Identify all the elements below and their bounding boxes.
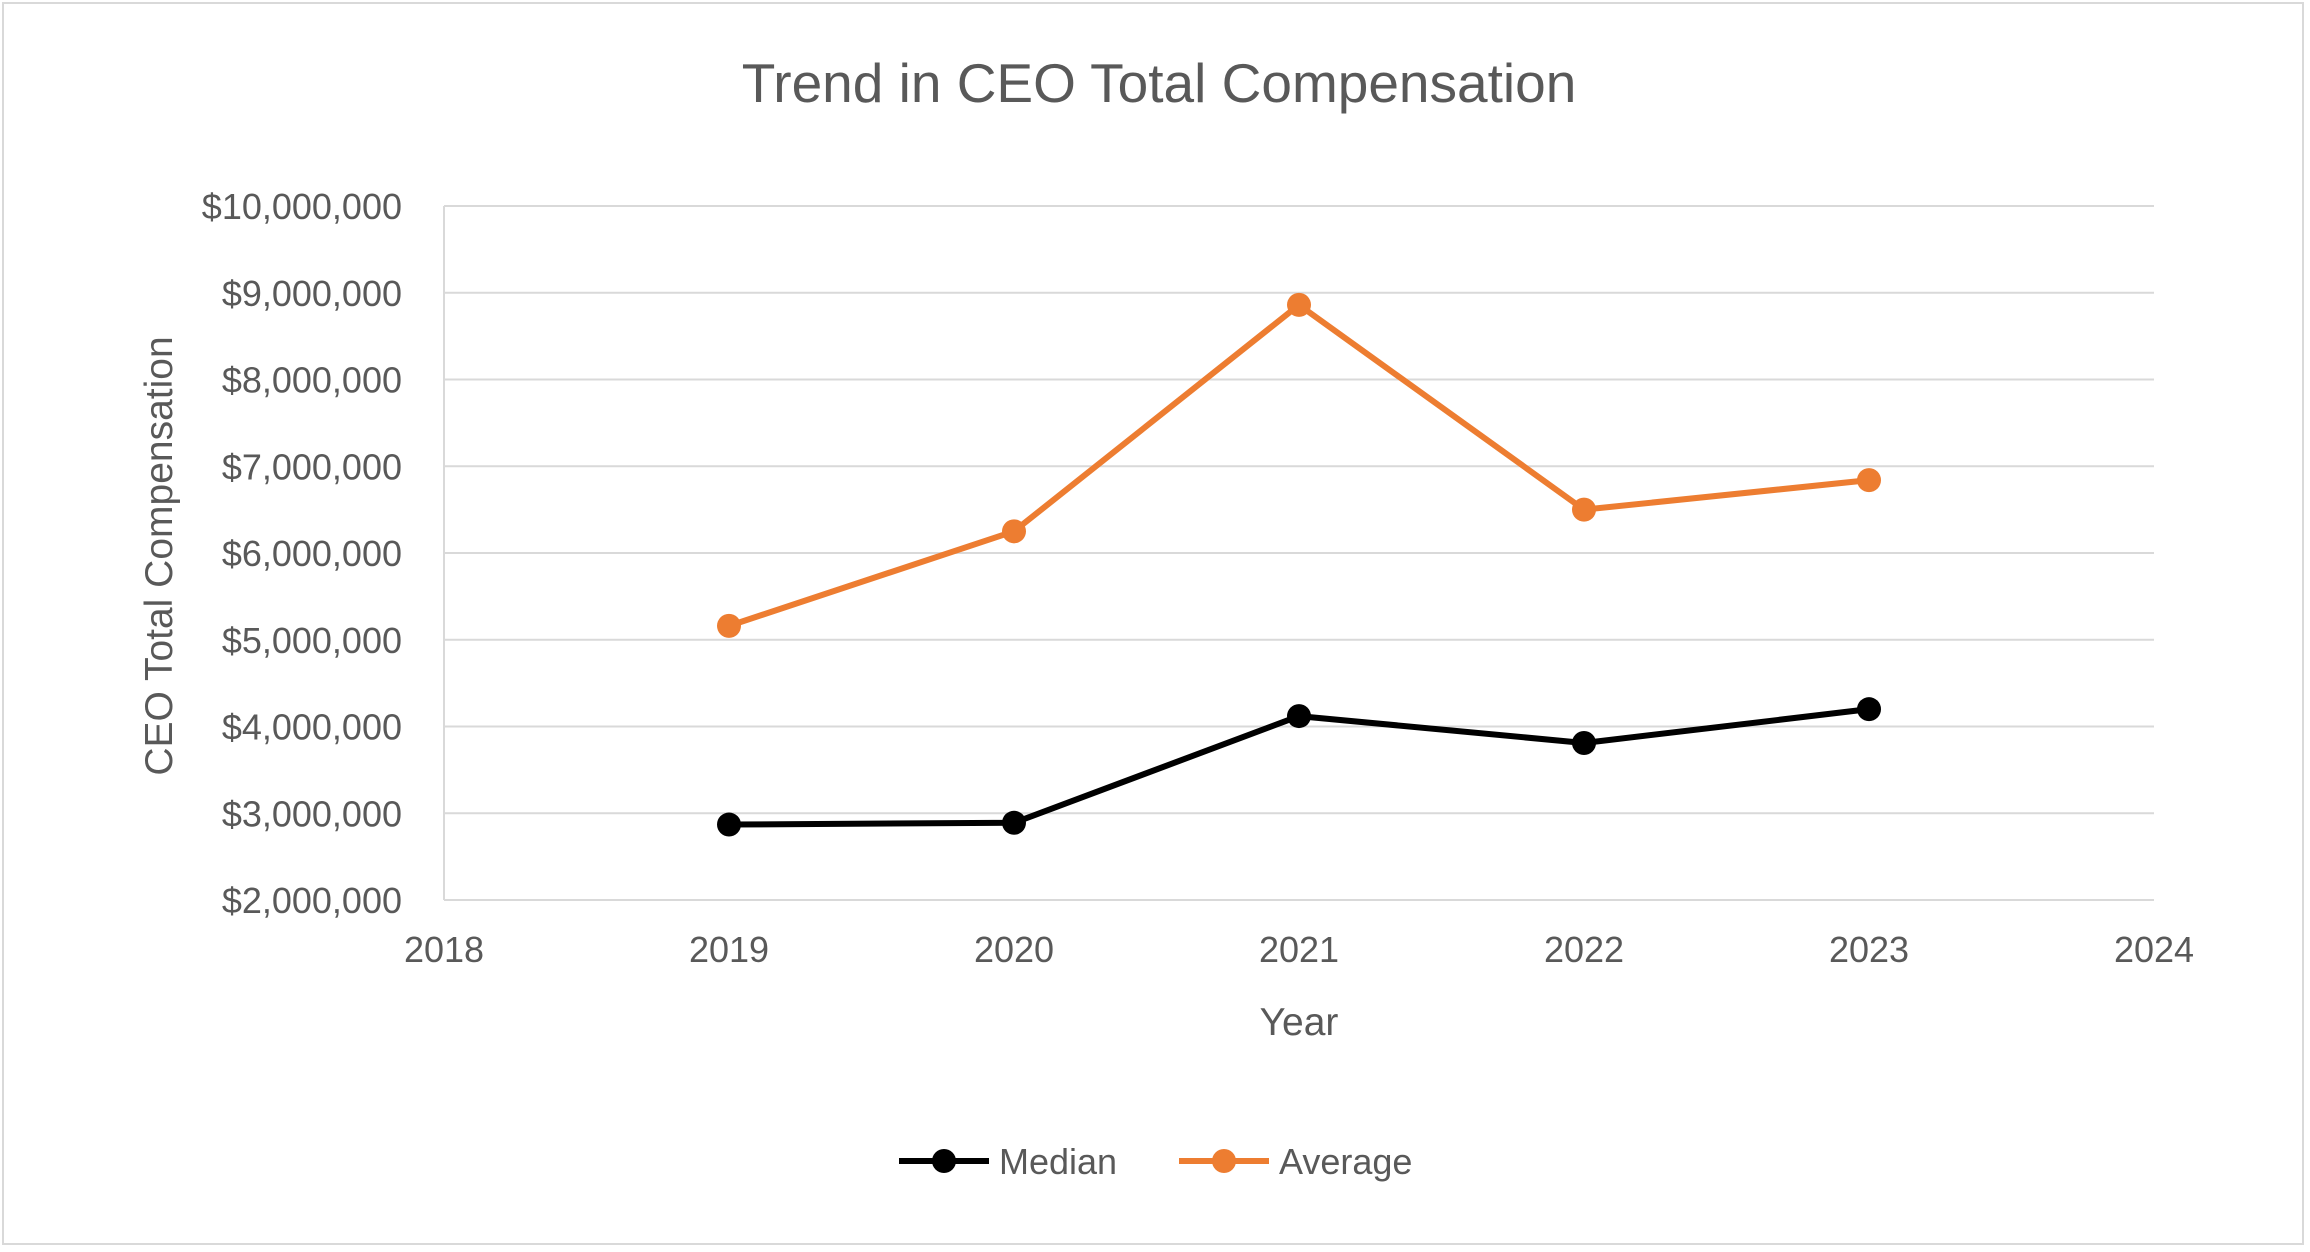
- x-tick-label: 2019: [689, 929, 769, 970]
- data-point-average: [1857, 468, 1881, 493]
- y-axis-label: CEO Total Compensation: [138, 336, 181, 775]
- y-tick-label: $9,000,000: [222, 273, 402, 314]
- series-layer: [717, 292, 1881, 837]
- legend-marker-median: [932, 1149, 956, 1173]
- data-point-median: [1287, 704, 1311, 729]
- data-point-median: [1857, 697, 1881, 722]
- y-tick-label: $8,000,000: [222, 360, 402, 401]
- y-tick-label: $3,000,000: [222, 793, 402, 834]
- y-tick-label: $5,000,000: [222, 620, 402, 661]
- x-tick-label: 2022: [1544, 929, 1624, 970]
- x-tick-label: 2018: [404, 929, 484, 970]
- y-tick-label: $10,000,000: [202, 186, 402, 227]
- data-point-average: [1002, 519, 1026, 544]
- y-tick-label: $4,000,000: [222, 707, 402, 748]
- legend-label-median: Median: [999, 1141, 1117, 1182]
- x-tick-label: 2023: [1829, 929, 1909, 970]
- data-point-median: [1572, 730, 1596, 755]
- legend: Median Average: [899, 1141, 1412, 1182]
- data-point-average: [717, 613, 741, 638]
- x-tick-label: 2021: [1259, 929, 1339, 970]
- x-axis-ticks: 2018 2019 2020 2021 2022 2023 2024: [404, 929, 2194, 970]
- data-point-median: [1002, 810, 1026, 835]
- y-tick-label: $6,000,000: [222, 533, 402, 574]
- legend-label-average: Average: [1279, 1141, 1412, 1182]
- chart-title: Trend in CEO Total Compensation: [742, 52, 1577, 114]
- x-tick-label: 2024: [2114, 929, 2194, 970]
- legend-marker-average: [1212, 1149, 1236, 1173]
- x-tick-label: 2020: [974, 929, 1054, 970]
- y-tick-label: $7,000,000: [222, 446, 402, 487]
- y-tick-label: $2,000,000: [222, 880, 402, 921]
- line-chart: Trend in CEO Total Compensation $2,000,0…: [138, 52, 2194, 1182]
- y-axis-ticks: $2,000,000 $3,000,000 $4,000,000 $5,000,000…: [202, 186, 402, 921]
- data-point-median: [717, 812, 741, 837]
- x-axis-label: Year: [1260, 1001, 1339, 1044]
- data-point-average: [1287, 292, 1311, 317]
- data-point-average: [1572, 497, 1596, 522]
